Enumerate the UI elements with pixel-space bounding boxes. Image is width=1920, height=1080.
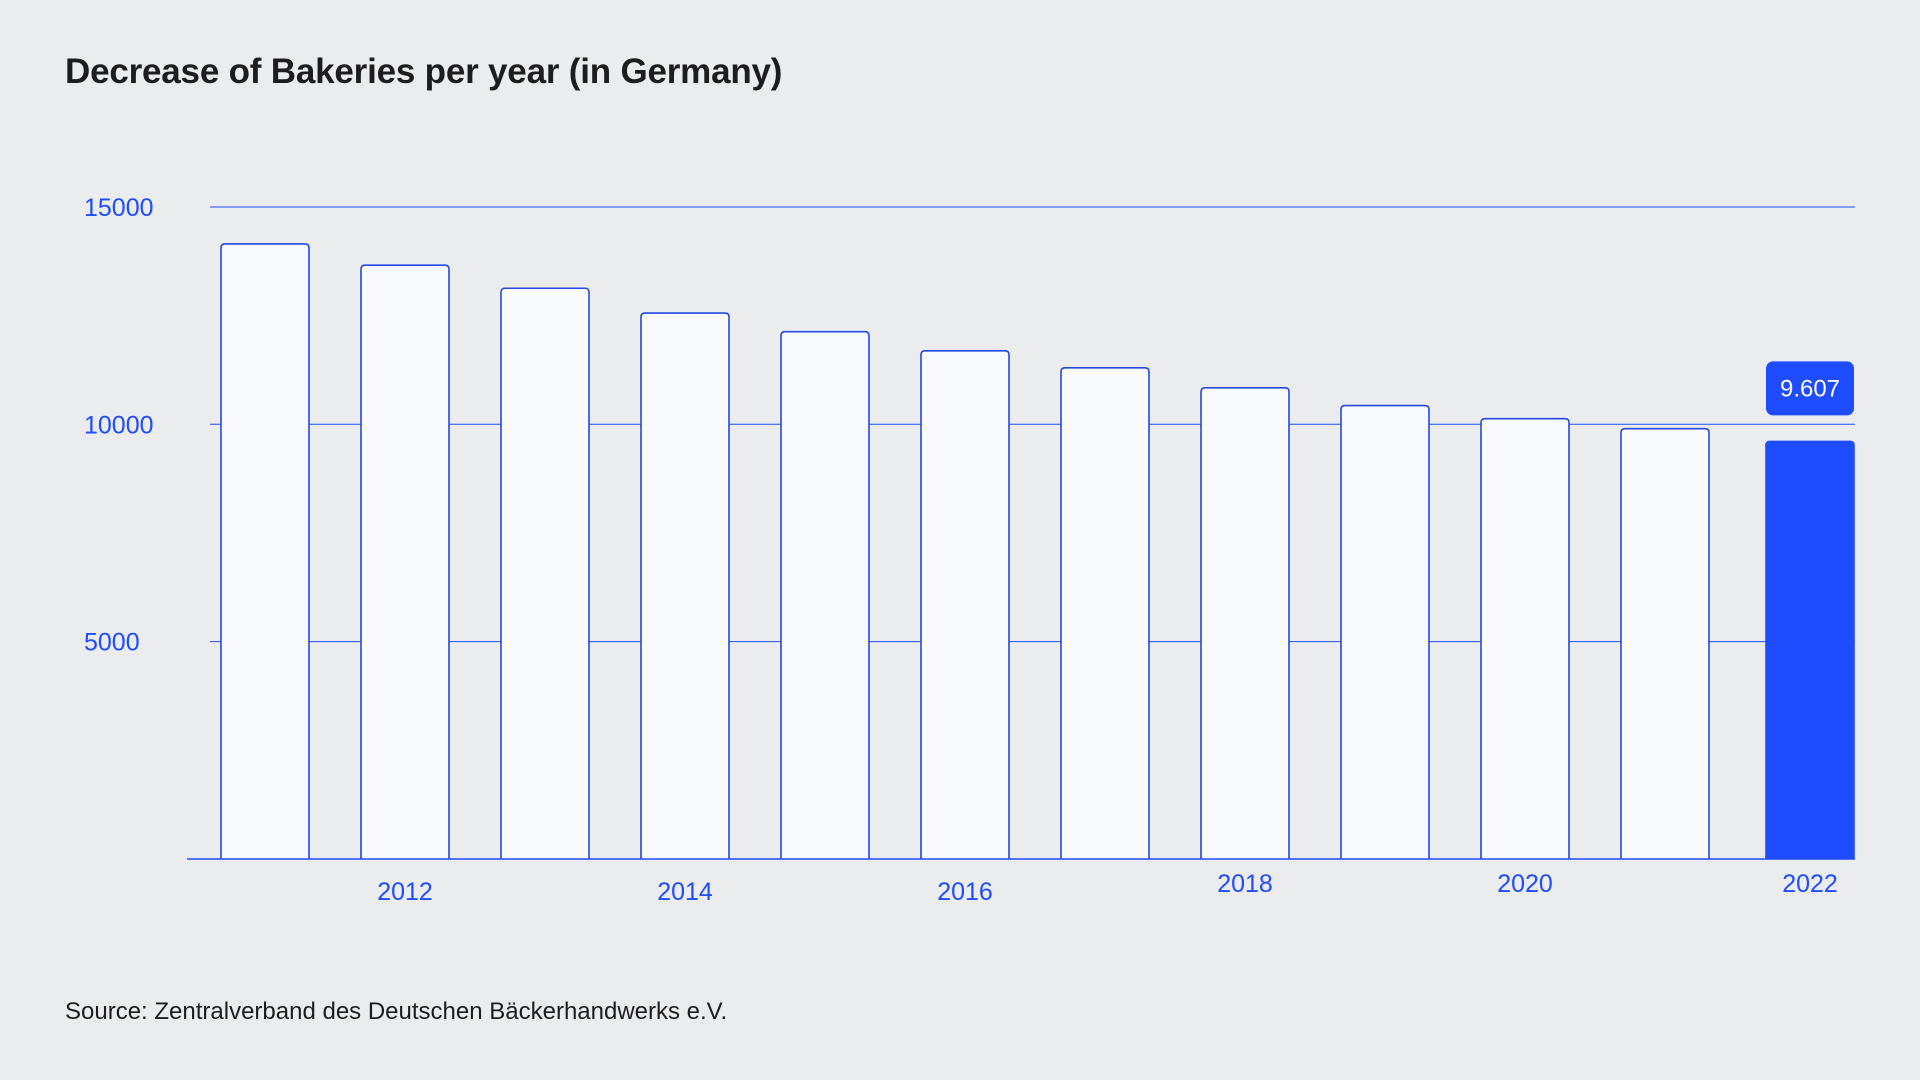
x-tick-label-2012: 2012 bbox=[377, 878, 433, 906]
bar-2014 bbox=[640, 312, 730, 859]
gridlines bbox=[210, 206, 1855, 643]
x-tick-label-2014: 2014 bbox=[657, 878, 713, 906]
bar-2011 bbox=[220, 243, 310, 859]
bar-2021 bbox=[1620, 427, 1710, 859]
bar-2020 bbox=[1480, 417, 1570, 859]
value-callout-label: 9.607 bbox=[1780, 375, 1840, 402]
x-tick-label-2018: 2018 bbox=[1217, 870, 1273, 898]
bars bbox=[220, 243, 1855, 859]
value-callout-box bbox=[1766, 361, 1854, 416]
x-tick-label-2022: 2022 bbox=[1782, 870, 1838, 898]
bar-2018 bbox=[1200, 386, 1290, 859]
bar-2017 bbox=[1060, 366, 1150, 859]
bar-2013 bbox=[500, 287, 590, 859]
bar-2022 bbox=[1765, 440, 1855, 859]
bar-2012 bbox=[360, 264, 450, 859]
y-tick-label: 5000 bbox=[84, 629, 140, 657]
labels: 5000 10000 15000 2012 2014 2016 2018 2020 2022 9.… bbox=[84, 194, 1854, 906]
y-tick-label: 10000 bbox=[84, 411, 154, 439]
chart-title: Decrease of Bakeries per year (in German… bbox=[65, 52, 783, 91]
y-tick-label: 15000 bbox=[84, 194, 154, 222]
bar-2015 bbox=[780, 330, 870, 859]
bar-2016 bbox=[920, 350, 1010, 859]
x-tick-label-2020: 2020 bbox=[1497, 870, 1553, 898]
x-tick-label-2016: 2016 bbox=[937, 878, 993, 906]
source-note: Source: Zentralverband des Deutschen Bäc… bbox=[65, 998, 728, 1025]
bar-2019 bbox=[1340, 404, 1430, 859]
